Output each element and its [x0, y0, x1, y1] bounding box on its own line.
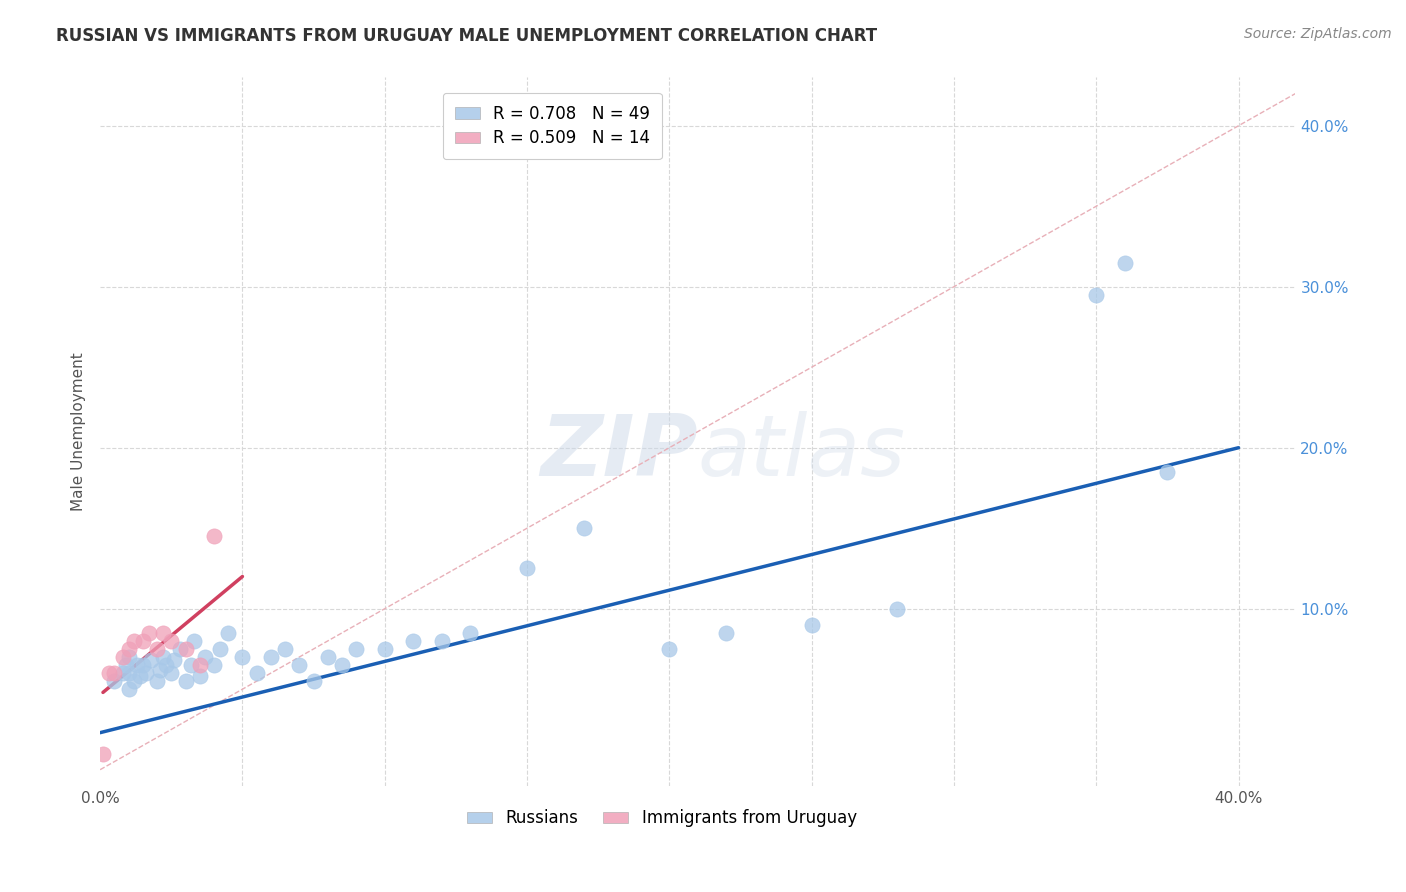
Point	[152, 650, 174, 665]
Point	[194, 650, 217, 665]
Point	[132, 658, 155, 673]
Point	[658, 642, 681, 657]
Point	[516, 561, 538, 575]
Point	[129, 669, 152, 683]
Point	[208, 642, 231, 657]
Point	[163, 653, 186, 667]
Point	[800, 617, 823, 632]
Point	[886, 601, 908, 615]
Point	[260, 650, 283, 665]
Point	[138, 625, 160, 640]
Point	[169, 642, 191, 657]
Point	[152, 625, 174, 640]
Text: ZIP: ZIP	[540, 411, 697, 494]
Point	[103, 674, 125, 689]
Point	[124, 674, 146, 689]
Point	[402, 633, 425, 648]
Point	[91, 747, 114, 761]
Point	[111, 666, 134, 681]
Point	[160, 666, 183, 681]
Point	[231, 650, 253, 665]
Point	[124, 633, 146, 648]
Point	[114, 658, 136, 673]
Point	[141, 653, 163, 667]
Point	[97, 666, 120, 681]
Point	[330, 658, 353, 673]
Point	[572, 521, 595, 535]
Point	[430, 633, 453, 648]
Point	[127, 658, 149, 673]
Point	[117, 642, 139, 657]
Point	[344, 642, 367, 657]
Point	[374, 642, 396, 657]
Point	[316, 650, 339, 665]
Point	[117, 682, 139, 697]
Point	[132, 633, 155, 648]
Point	[1114, 255, 1136, 269]
Point	[188, 669, 211, 683]
Text: Source: ZipAtlas.com: Source: ZipAtlas.com	[1244, 27, 1392, 41]
Point	[1085, 287, 1108, 301]
Point	[183, 633, 205, 648]
Text: RUSSIAN VS IMMIGRANTS FROM URUGUAY MALE UNEMPLOYMENT CORRELATION CHART: RUSSIAN VS IMMIGRANTS FROM URUGUAY MALE …	[56, 27, 877, 45]
Point	[103, 666, 125, 681]
Point	[160, 633, 183, 648]
Point	[716, 625, 738, 640]
Point	[111, 650, 134, 665]
Point	[288, 658, 311, 673]
Point	[302, 674, 325, 689]
Point	[274, 642, 297, 657]
Point	[180, 658, 202, 673]
Point	[155, 658, 177, 673]
Point	[174, 642, 197, 657]
Point	[458, 625, 481, 640]
Point	[149, 663, 172, 677]
Legend: Russians, Immigrants from Uruguay: Russians, Immigrants from Uruguay	[460, 803, 863, 834]
Point	[188, 658, 211, 673]
Point	[117, 650, 139, 665]
Point	[146, 642, 169, 657]
Point	[135, 666, 157, 681]
Point	[202, 529, 225, 543]
Point	[117, 666, 139, 681]
Point	[1156, 465, 1178, 479]
Point	[246, 666, 269, 681]
Y-axis label: Male Unemployment: Male Unemployment	[72, 352, 86, 511]
Text: atlas: atlas	[697, 411, 905, 494]
Point	[217, 625, 239, 640]
Point	[146, 674, 169, 689]
Point	[174, 674, 197, 689]
Point	[202, 658, 225, 673]
